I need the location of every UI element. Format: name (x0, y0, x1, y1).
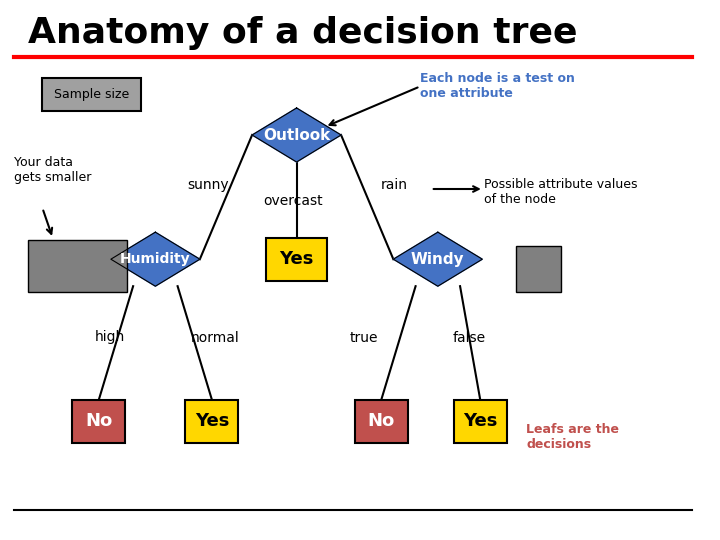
Text: normal: normal (191, 330, 240, 345)
Text: Possible attribute values
of the node: Possible attribute values of the node (484, 178, 637, 206)
Text: Leafs are the
decisions: Leafs are the decisions (526, 423, 619, 451)
Text: Yes: Yes (194, 412, 229, 430)
Text: sunny: sunny (187, 178, 229, 192)
Text: No: No (368, 412, 395, 430)
Text: Outlook: Outlook (263, 127, 330, 143)
FancyBboxPatch shape (28, 240, 127, 292)
Polygon shape (111, 232, 200, 286)
FancyBboxPatch shape (454, 400, 507, 443)
Text: Your data
gets smaller: Your data gets smaller (14, 156, 91, 184)
FancyBboxPatch shape (355, 400, 408, 443)
Text: Humidity: Humidity (120, 252, 191, 266)
Text: Anatomy of a decision tree: Anatomy of a decision tree (28, 16, 577, 50)
Text: Yes: Yes (463, 412, 498, 430)
Text: No: No (85, 412, 112, 430)
Text: Sample size: Sample size (54, 88, 130, 101)
Text: overcast: overcast (264, 194, 323, 208)
Text: high: high (94, 330, 125, 345)
FancyBboxPatch shape (266, 238, 327, 281)
Text: Windy: Windy (411, 252, 464, 267)
FancyBboxPatch shape (516, 246, 562, 292)
Text: Each node is a test on
one attribute: Each node is a test on one attribute (420, 72, 575, 100)
Text: Yes: Yes (279, 250, 314, 268)
Polygon shape (252, 108, 341, 162)
FancyBboxPatch shape (73, 400, 125, 443)
Text: false: false (453, 330, 486, 345)
Text: true: true (349, 330, 378, 345)
FancyBboxPatch shape (185, 400, 238, 443)
Text: rain: rain (381, 178, 408, 192)
FancyBboxPatch shape (42, 78, 141, 111)
Polygon shape (393, 232, 482, 286)
